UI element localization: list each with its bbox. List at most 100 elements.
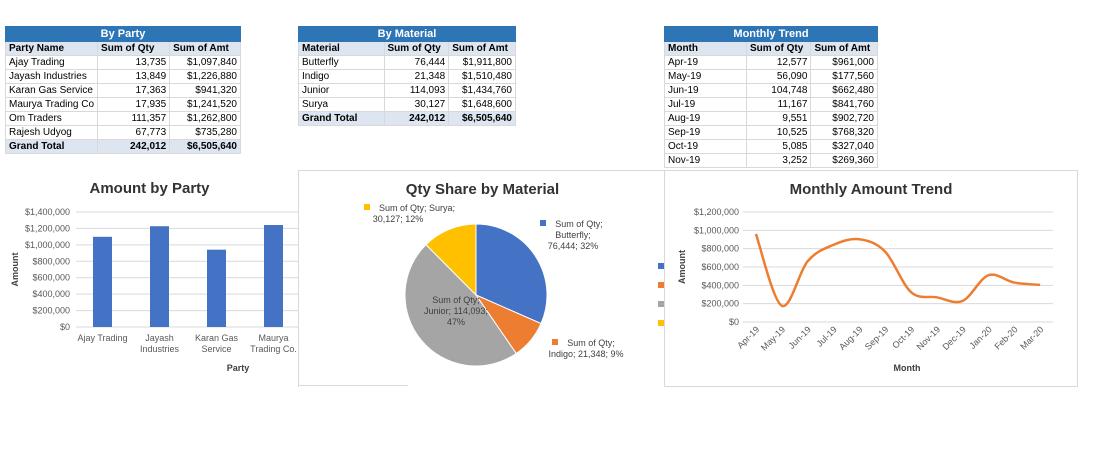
table-cell[interactable]: Butterfly: [298, 55, 385, 70]
total-cell[interactable]: $6,505,640: [169, 139, 241, 154]
table-cell[interactable]: $269,360: [810, 153, 878, 168]
table-cell[interactable]: 3,252: [745, 153, 812, 168]
total-cell[interactable]: $6,505,640: [448, 111, 516, 126]
table-row[interactable]: Jun-19 104,748 $662,480: [664, 83, 878, 98]
table-row[interactable]: Nov-19 3,252 $269,360: [664, 153, 878, 168]
table-cell[interactable]: $1,434,760: [448, 83, 516, 98]
table-cell[interactable]: $961,000: [810, 55, 878, 70]
table-cell[interactable]: $1,911,800: [448, 55, 516, 70]
table-cell[interactable]: 76,444: [383, 55, 450, 70]
table-cell[interactable]: 11,167: [745, 97, 812, 112]
monthly-amount-trend-chart[interactable]: Monthly Amount Trend $0 $200,000 $400,000 $…: [664, 170, 1078, 387]
table-row[interactable]: Junior 114,093 $1,434,760: [298, 83, 516, 98]
column-header[interactable]: Sum of Amt: [448, 41, 516, 56]
table-row[interactable]: Oct-19 5,085 $327,040: [664, 139, 878, 154]
table-row[interactable]: Maurya Trading Co 17,935 $1,241,520: [4, 97, 241, 112]
table-cell[interactable]: 114,093: [383, 83, 450, 98]
table-cell[interactable]: 104,748: [745, 83, 812, 98]
total-cell[interactable]: Grand Total: [4, 139, 99, 154]
qty-share-by-material-chart[interactable]: Qty Share by Material Sum of Qty; Butterf…: [298, 170, 666, 387]
table-cell[interactable]: $327,040: [810, 139, 878, 154]
table-row[interactable]: Jul-19 11,167 $841,760: [664, 97, 878, 112]
table-cell[interactable]: 17,363: [97, 83, 171, 98]
table-cell[interactable]: Sep-19: [664, 125, 747, 140]
column-header[interactable]: Material: [298, 41, 385, 56]
bar: [207, 249, 226, 327]
table-header-row: Month Sum of Qty Sum of Amt: [664, 41, 878, 56]
table-row[interactable]: Om Traders 111,357 $1,262,800: [4, 111, 241, 126]
data-label-line: Sum of Qty;: [432, 295, 480, 305]
table-cell[interactable]: $902,720: [810, 111, 878, 126]
column-header[interactable]: Party Name: [4, 41, 99, 56]
amount-by-party-chart[interactable]: Amount by Party $0 $200,000 $400,000 $600,0…: [0, 170, 299, 386]
table-cell[interactable]: $662,480: [810, 83, 878, 98]
y-tick-label: $600,000: [32, 273, 70, 283]
table-cell[interactable]: Jul-19: [664, 97, 747, 112]
table-cell[interactable]: Jun-19: [664, 83, 747, 98]
table-cell[interactable]: $1,097,840: [169, 55, 241, 70]
table-row[interactable]: Butterfly 76,444 $1,911,800: [298, 55, 516, 70]
table-cell[interactable]: Apr-19: [664, 55, 747, 70]
grand-total-row[interactable]: Grand Total 242,012 $6,505,640: [298, 111, 516, 126]
table-cell[interactable]: Nov-19: [664, 153, 747, 168]
table-cell[interactable]: $941,320: [169, 83, 241, 98]
table-cell[interactable]: $841,760: [810, 97, 878, 112]
table-cell[interactable]: Surya: [298, 97, 385, 112]
table-cell[interactable]: 67,773: [97, 125, 171, 140]
table-cell[interactable]: $735,280: [169, 125, 241, 140]
table-cell[interactable]: 111,357: [97, 111, 171, 126]
column-header[interactable]: Sum of Qty: [745, 41, 812, 56]
table-cell[interactable]: 17,935: [97, 97, 171, 112]
table-cell[interactable]: Aug-19: [664, 111, 747, 126]
table-cell[interactable]: 21,348: [383, 69, 450, 84]
table-row[interactable]: Sep-19 10,525 $768,320: [664, 125, 878, 140]
table-cell[interactable]: $177,560: [810, 69, 878, 84]
table-cell[interactable]: $1,262,800: [169, 111, 241, 126]
x-tick-label: Oct-19: [890, 324, 916, 350]
column-header[interactable]: Sum of Amt: [810, 41, 878, 56]
table-cell[interactable]: 5,085: [745, 139, 812, 154]
table-cell[interactable]: 13,735: [97, 55, 171, 70]
total-cell[interactable]: 242,012: [97, 139, 171, 154]
total-cell[interactable]: 242,012: [383, 111, 450, 126]
table-cell[interactable]: $768,320: [810, 125, 878, 140]
table-row[interactable]: Surya 30,127 $1,648,600: [298, 97, 516, 112]
y-tick-label: $0: [60, 322, 70, 332]
column-header[interactable]: Sum of Qty: [97, 41, 171, 56]
table-row[interactable]: Apr-19 12,577 $961,000: [664, 55, 878, 70]
table-cell[interactable]: 9,551: [745, 111, 812, 126]
grand-total-row[interactable]: Grand Total 242,012 $6,505,640: [4, 139, 241, 154]
table-row[interactable]: Karan Gas Service 17,363 $941,320: [4, 83, 241, 98]
table-cell[interactable]: 13,849: [97, 69, 171, 84]
table-cell[interactable]: Om Traders: [4, 111, 99, 126]
table-cell[interactable]: Oct-19: [664, 139, 747, 154]
table-cell[interactable]: $1,226,880: [169, 69, 241, 84]
table-cell[interactable]: 12,577: [745, 55, 812, 70]
table-row[interactable]: May-19 56,090 $177,560: [664, 69, 878, 84]
table-cell[interactable]: Rajesh Udyog: [4, 125, 99, 140]
table-cell[interactable]: Junior: [298, 83, 385, 98]
table-cell[interactable]: Jayash Industries: [4, 69, 99, 84]
y-tick-label: $800,000: [701, 244, 739, 254]
table-cell[interactable]: $1,241,520: [169, 97, 241, 112]
table-cell[interactable]: $1,648,600: [448, 97, 516, 112]
table-cell[interactable]: 10,525: [745, 125, 812, 140]
column-header[interactable]: Sum of Amt: [169, 41, 241, 56]
table-row[interactable]: Rajesh Udyog 67,773 $735,280: [4, 125, 241, 140]
table-row[interactable]: Ajay Trading 13,735 $1,097,840: [4, 55, 241, 70]
table-cell[interactable]: Maurya Trading Co: [4, 97, 99, 112]
table-row[interactable]: Jayash Industries 13,849 $1,226,880: [4, 69, 241, 84]
table-cell[interactable]: Karan Gas Service: [4, 83, 99, 98]
column-header[interactable]: Sum of Qty: [383, 41, 450, 56]
column-header[interactable]: Month: [664, 41, 747, 56]
table-cell[interactable]: Ajay Trading: [4, 55, 99, 70]
table-cell[interactable]: 30,127: [383, 97, 450, 112]
table-row[interactable]: Aug-19 9,551 $902,720: [664, 111, 878, 126]
total-cell[interactable]: Grand Total: [298, 111, 385, 126]
table-cell[interactable]: May-19: [664, 69, 747, 84]
table-cell[interactable]: $1,510,480: [448, 69, 516, 84]
table-cell[interactable]: 56,090: [745, 69, 812, 84]
y-tick-label: $1,200,000: [25, 223, 70, 233]
table-cell[interactable]: Indigo: [298, 69, 385, 84]
table-row[interactable]: Indigo 21,348 $1,510,480: [298, 69, 516, 84]
